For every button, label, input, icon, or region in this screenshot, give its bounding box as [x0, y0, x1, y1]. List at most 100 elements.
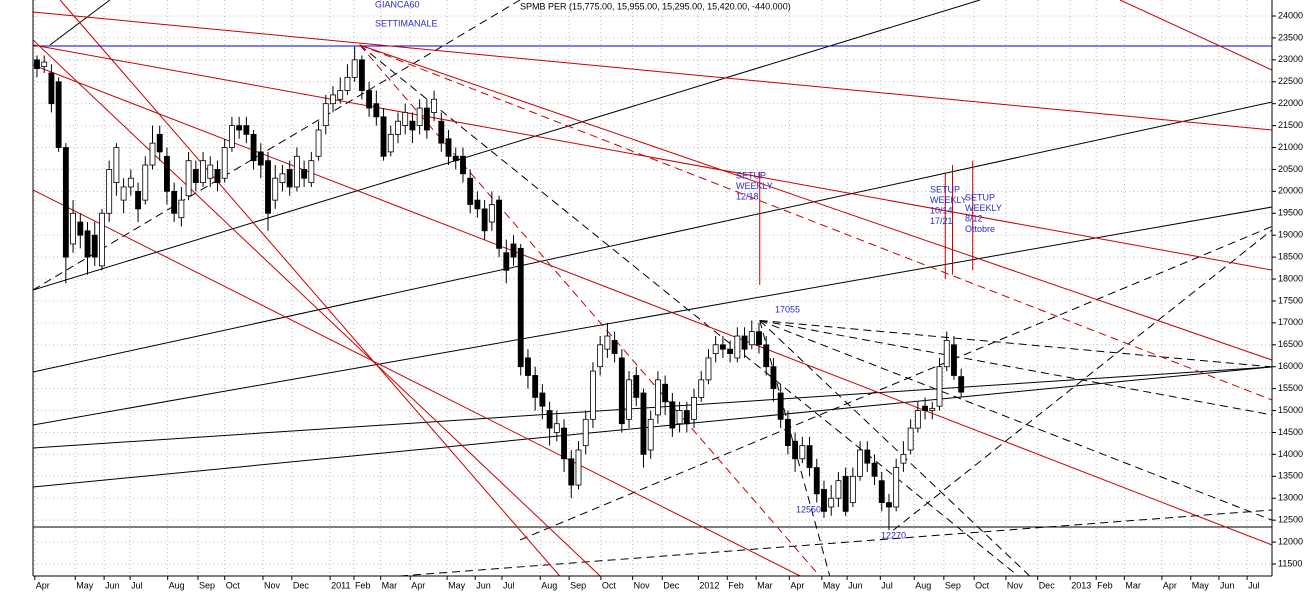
- candle-body: [395, 120, 401, 135]
- candle-body: [821, 489, 827, 512]
- candle-body: [936, 366, 943, 407]
- candle-body: [481, 208, 488, 232]
- x-tick-label: Mar: [1125, 580, 1141, 590]
- annotation: SETUP: [736, 170, 766, 180]
- candle-body: [842, 475, 849, 512]
- candle-body: [691, 397, 697, 420]
- candle-body: [683, 410, 690, 425]
- candle-body: [315, 129, 322, 157]
- x-tick-label: Sep: [199, 580, 215, 590]
- candle-body: [900, 453, 907, 464]
- candle-body: [142, 164, 149, 201]
- x-tick-label: 2013: [1071, 580, 1091, 590]
- candle-body: [878, 480, 885, 504]
- x-tick-label: Feb: [1097, 580, 1113, 590]
- annotation: GIANCA60: [375, 0, 420, 9]
- x-tick-label: Jun: [105, 580, 120, 590]
- y-tick-label: 22000: [1278, 98, 1303, 108]
- candle-body: [813, 467, 820, 495]
- y-tick-label: 15000: [1278, 405, 1303, 415]
- x-tick-label: Mar: [757, 580, 773, 590]
- trend-line: [59, 0, 561, 576]
- candle-body: [943, 340, 950, 368]
- candle-body: [488, 204, 495, 223]
- axes: 11500 12000 12500 13000 13500 14000 14500 15000…: [34, 10, 1303, 590]
- y-tick-label: 12000: [1278, 536, 1303, 546]
- x-tick-label: Feb: [355, 580, 371, 590]
- candle-body: [929, 407, 936, 411]
- candle-body: [951, 344, 957, 376]
- x-tick-label: Feb: [728, 580, 744, 590]
- y-tick-label: 21500: [1278, 120, 1303, 130]
- candle-body: [864, 449, 871, 464]
- candle-body: [756, 331, 762, 346]
- candle-body: [84, 230, 91, 258]
- x-tick-label: Aug: [541, 580, 557, 590]
- x-tick-label: Sep: [945, 580, 961, 590]
- candle-body: [604, 335, 611, 350]
- candle-body: [575, 449, 582, 486]
- x-tick-label: Jul: [131, 580, 143, 590]
- candle-body: [763, 344, 770, 368]
- candle-body: [135, 190, 141, 210]
- y-tick-label: 11500: [1278, 558, 1302, 568]
- x-tick-label: Apr: [1163, 580, 1177, 590]
- x-tick-label: May: [76, 580, 94, 590]
- annotation: WEEKLY: [965, 203, 1002, 213]
- x-tick-label: Oct: [226, 580, 241, 590]
- candle-body: [886, 502, 892, 508]
- x-tick-label: Nov: [264, 580, 281, 590]
- candle-body: [113, 147, 120, 183]
- candle-body: [293, 155, 300, 188]
- y-tick-label: 20500: [1278, 164, 1303, 174]
- x-tick-label: 2012: [699, 580, 719, 590]
- candle-body: [265, 160, 271, 214]
- y-tick-label: 18000: [1278, 273, 1303, 283]
- annotation: 8/12: [965, 213, 983, 223]
- x-tick-label: Jun: [1220, 580, 1235, 590]
- candle-body: [734, 335, 741, 359]
- annotation: WEEKLY: [736, 181, 773, 191]
- candle-body: [214, 169, 221, 183]
- annotation: Ottobre: [965, 224, 995, 234]
- candle-body: [893, 467, 900, 508]
- trend-line: [1119, 0, 1272, 71]
- trend-line: [759, 319, 1272, 416]
- trend-line: [359, 44, 821, 576]
- candle-body: [640, 392, 647, 455]
- candle-body: [423, 107, 430, 131]
- candle-body: [322, 103, 329, 126]
- trend-lines: [33, 0, 1272, 576]
- candle-body: [185, 160, 192, 197]
- candle-body: [207, 164, 214, 179]
- x-tick-label: May: [823, 580, 841, 590]
- candle-body: [561, 427, 567, 460]
- candle-body: [669, 401, 676, 429]
- candle-body: [611, 340, 618, 354]
- candle-body: [553, 423, 560, 433]
- candle-body: [712, 344, 719, 354]
- candle-body: [34, 59, 40, 70]
- x-tick-label: Apr: [790, 580, 804, 590]
- y-tick-label: 16000: [1278, 361, 1303, 371]
- candle-body: [156, 133, 163, 153]
- candle-body: [474, 199, 481, 210]
- trend-line: [33, 44, 1272, 271]
- x-tick-label: Nov: [634, 580, 651, 590]
- candle-body: [654, 379, 661, 416]
- candle-body: [849, 475, 856, 504]
- candle-body: [351, 59, 358, 78]
- candle-body: [257, 151, 264, 166]
- x-tick-label: Jun: [848, 580, 863, 590]
- x-tick-label: May: [448, 580, 466, 590]
- candle-body: [243, 125, 250, 135]
- candle-body: [496, 199, 502, 249]
- candle-body: [792, 440, 799, 460]
- candle-body: [647, 418, 654, 451]
- candle-body: [272, 177, 279, 201]
- candle-body: [835, 480, 842, 499]
- y-tick-label: 14000: [1278, 449, 1303, 459]
- annotation: SETTIMANALE: [375, 18, 438, 28]
- candle-body: [633, 375, 640, 398]
- candle-body: [337, 90, 344, 100]
